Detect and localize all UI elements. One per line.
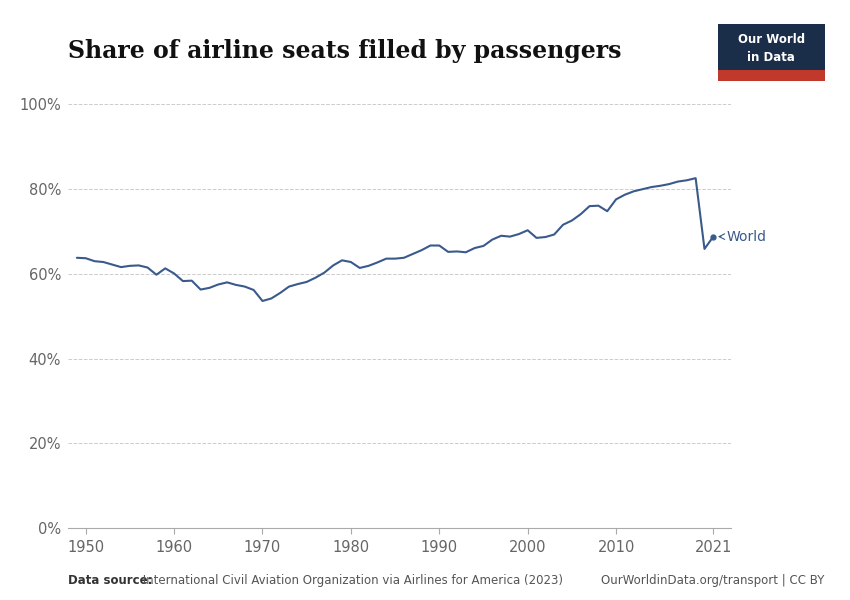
Text: World: World: [719, 230, 767, 244]
Text: Data source:: Data source:: [68, 574, 152, 587]
Text: Share of airline seats filled by passengers: Share of airline seats filled by passeng…: [68, 39, 621, 63]
Text: in Data: in Data: [747, 50, 796, 64]
Text: International Civil Aviation Organization via Airlines for America (2023): International Civil Aviation Organizatio…: [139, 574, 563, 587]
Text: OurWorldinData.org/transport | CC BY: OurWorldinData.org/transport | CC BY: [601, 574, 824, 587]
Text: Our World: Our World: [738, 33, 805, 46]
